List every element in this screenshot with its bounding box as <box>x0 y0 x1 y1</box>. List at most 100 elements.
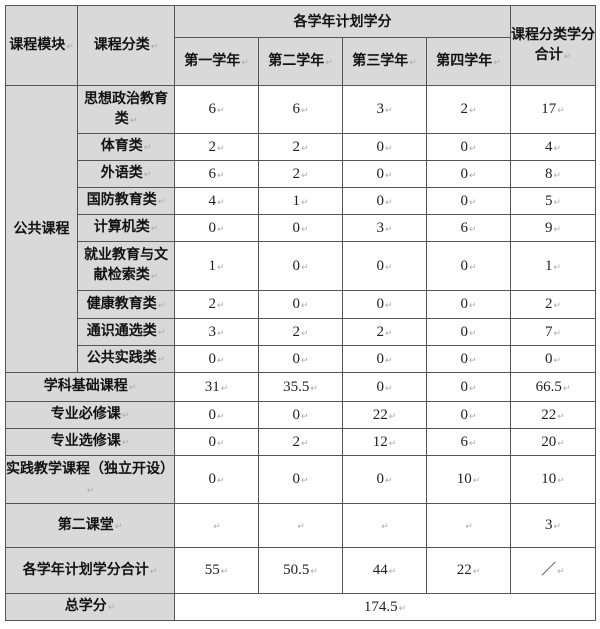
credit-value: 3 <box>510 503 596 548</box>
credit-value: 0 <box>342 160 427 188</box>
grand-total-value: 174.5 <box>174 593 596 621</box>
credit-value: 6 <box>426 214 511 242</box>
credit-value: 2 <box>426 85 511 134</box>
credit-value: 0 <box>342 187 427 215</box>
category-label: 外语类 <box>77 160 175 188</box>
credit-value: 0 <box>258 345 343 373</box>
credit-value: 0 <box>426 401 511 429</box>
credit-value: 4 <box>174 187 259 215</box>
credit-value: 0 <box>258 401 343 429</box>
table-row: 外语类62008 <box>6 160 596 188</box>
category-label: 思想政治教育类 <box>77 85 175 134</box>
module-public: 公共课程 <box>5 85 78 373</box>
credit-value <box>342 503 427 548</box>
credit-value: 22 <box>426 547 511 594</box>
credit-value: 7 <box>510 318 596 346</box>
credit-value: 0 <box>342 241 427 291</box>
credit-value: 22 <box>342 401 427 429</box>
header-year-3: 第三学年 <box>342 37 427 86</box>
credit-value: 0 <box>258 290 343 319</box>
credit-value: 0 <box>342 345 427 373</box>
category-label: 公共实践类 <box>77 345 175 373</box>
credit-value: 0 <box>258 455 343 504</box>
credit-value: 6 <box>174 85 259 134</box>
credit-value <box>426 503 511 548</box>
table-row: 计算机类00369 <box>6 214 596 242</box>
category-label: 实践教学课程（独立开设） <box>5 455 175 504</box>
credit-value: 2 <box>258 133 343 161</box>
table-row: 专业必修课0022022 <box>5 401 596 429</box>
credit-value: 20 <box>510 428 596 456</box>
credit-value: 0 <box>426 345 511 373</box>
table-row: 通识通选类32207 <box>6 318 596 346</box>
credit-value: 5 <box>510 187 596 215</box>
credit-value: 1 <box>174 241 259 291</box>
header-year-1: 第一学年 <box>174 37 259 86</box>
category-label: 专业必修课 <box>5 401 175 429</box>
credit-value: 0 <box>258 241 343 291</box>
table-row: 国防教育类41005 <box>6 187 596 215</box>
category-label: 体育类 <box>77 133 175 161</box>
category-label: 学科基础课程 <box>5 372 175 402</box>
credit-value: 0 <box>426 318 511 346</box>
credit-value: 0 <box>426 133 511 161</box>
credit-value: 1 <box>258 187 343 215</box>
credit-value: 66.5 <box>510 372 596 402</box>
credit-value: 31 <box>174 372 259 402</box>
category-label: 各学年计划学分合计 <box>5 547 175 594</box>
credit-value: 10 <box>510 455 596 504</box>
header-total: 课程分类学分合计 <box>510 5 596 86</box>
credit-value: 0 <box>510 345 596 373</box>
credit-value: 0 <box>174 345 259 373</box>
credit-value: 0 <box>426 290 511 319</box>
category-label: 通识通选类 <box>77 318 175 346</box>
table-row: 公共课程思想政治教育类663217 <box>5 85 596 373</box>
credit-value: 12 <box>342 428 427 456</box>
credit-value: 0 <box>174 428 259 456</box>
credit-value: 0 <box>342 290 427 319</box>
credit-value: 10 <box>426 455 511 504</box>
credit-value: 9 <box>510 214 596 242</box>
credit-value: 0 <box>342 372 427 402</box>
table-row: 各学年计划学分合计5550.54422／ <box>5 547 596 594</box>
category-label: 健康教育类 <box>77 290 175 319</box>
table-row: 学科基础课程3135.50066.5 <box>5 372 596 402</box>
table-row: 第二课堂 3 <box>5 503 596 548</box>
credit-value: 8 <box>510 160 596 188</box>
category-label: 计算机类 <box>77 214 175 242</box>
credit-value: ／ <box>510 547 596 594</box>
header-module: 课程模块 <box>5 5 78 86</box>
credits-table: 课程模块 课程分类 各学年计划学分 课程分类学分合计 第一学年 第二学年 第三学… <box>5 5 596 621</box>
header-category: 课程分类 <box>77 5 175 86</box>
table-row: 专业选修课0212620 <box>5 428 596 456</box>
header-year-2: 第二学年 <box>258 37 343 86</box>
table-row: 就业教育与文献检索类10001 <box>6 241 596 291</box>
credit-value <box>258 503 343 548</box>
category-label: 国防教育类 <box>77 187 175 215</box>
credit-value: 0 <box>258 214 343 242</box>
credit-value: 6 <box>174 160 259 188</box>
credit-value: 3 <box>174 318 259 346</box>
credit-value <box>174 503 259 548</box>
credit-value: 0 <box>426 187 511 215</box>
credit-value: 0 <box>426 241 511 291</box>
table-row: 公共实践类00000 <box>6 345 596 373</box>
credit-value: 4 <box>510 133 596 161</box>
credit-value: 0 <box>342 133 427 161</box>
category-label: 第二课堂 <box>5 503 175 548</box>
credit-value: 0 <box>174 401 259 429</box>
table-row: 实践教学课程（独立开设）0001010 <box>5 455 596 504</box>
credit-value: 50.5 <box>258 547 343 594</box>
credit-value: 0 <box>426 160 511 188</box>
credit-value: 2 <box>258 428 343 456</box>
credit-value: 0 <box>174 214 259 242</box>
credit-value: 3 <box>342 85 427 134</box>
credit-value: 6 <box>258 85 343 134</box>
credit-value: 35.5 <box>258 372 343 402</box>
credit-value: 2 <box>174 290 259 319</box>
credit-value: 3 <box>342 214 427 242</box>
grand-total-row: 总学分174.5 <box>5 593 596 621</box>
table-row: 体育类22004 <box>6 133 596 161</box>
credit-value: 0 <box>174 455 259 504</box>
grand-total-label: 总学分 <box>5 593 175 621</box>
